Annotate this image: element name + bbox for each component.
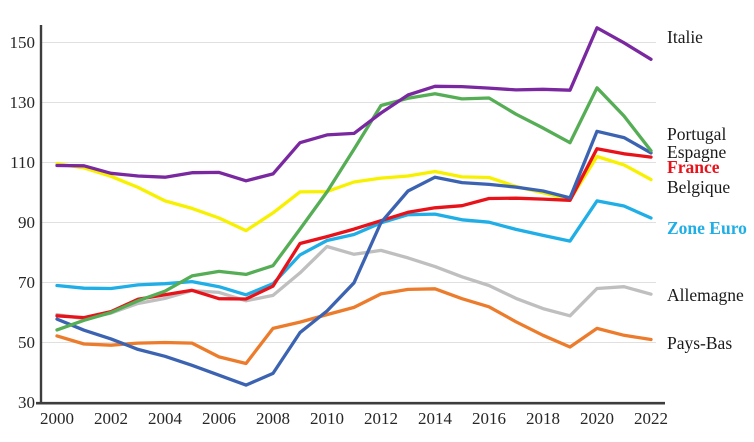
series-label-france: France	[667, 157, 720, 177]
x-axis-tick-2004: 2004	[148, 409, 183, 428]
series-line-zone-euro	[55, 199, 653, 297]
y-axis-tick-50: 50	[18, 333, 35, 352]
series-line-pays-bas	[55, 287, 653, 366]
x-axis-tick-2012: 2012	[364, 409, 398, 428]
series-line-portugal	[55, 86, 653, 332]
y-axis-tick-90: 90	[18, 213, 35, 232]
series-label-zone-euro: Zone Euro	[667, 218, 747, 238]
x-axis-tick-2000: 2000	[40, 409, 74, 428]
series-line-france	[55, 147, 653, 320]
x-axis-tick-2014: 2014	[418, 409, 453, 428]
series-label-espagne: Espagne	[667, 142, 727, 162]
y-axis-tick-30: 30	[18, 393, 35, 412]
series-label-pays-bas: Pays-Bas	[667, 333, 732, 353]
x-axis-tick-2002: 2002	[94, 409, 128, 428]
series-label-portugal: Portugal	[667, 124, 726, 144]
x-axis-tick-2020: 2020	[580, 409, 614, 428]
series-label-belgique: Belgique	[667, 177, 730, 197]
series-line-allemagne	[55, 244, 653, 321]
y-axis-tick-130: 130	[10, 93, 36, 112]
y-axis-tick-150: 150	[10, 33, 36, 52]
series-line-italie	[55, 26, 653, 183]
series-line-espagne	[55, 129, 653, 387]
x-axis-tick-2006: 2006	[202, 409, 236, 428]
series-label-italie: Italie	[667, 27, 703, 47]
series-line-belgique	[55, 154, 653, 233]
y-axis-tick-70: 70	[18, 273, 35, 292]
series-label-allemagne: Allemagne	[667, 285, 744, 305]
y-axis-tick-110: 110	[10, 153, 35, 172]
x-axis-tick-2022: 2022	[634, 409, 668, 428]
x-axis-tick-2010: 2010	[310, 409, 344, 428]
x-axis-tick-2008: 2008	[256, 409, 290, 428]
x-axis-tick-2016: 2016	[472, 409, 506, 428]
x-axis-tick-2018: 2018	[526, 409, 560, 428]
